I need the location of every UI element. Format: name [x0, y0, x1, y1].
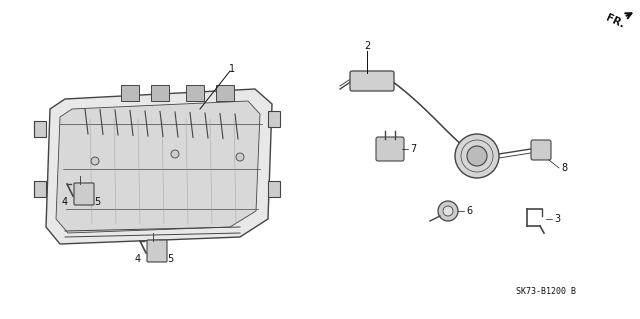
FancyBboxPatch shape [151, 85, 169, 101]
FancyBboxPatch shape [531, 140, 551, 160]
Text: 2: 2 [364, 41, 370, 51]
FancyBboxPatch shape [121, 85, 139, 101]
Text: 6: 6 [466, 206, 472, 216]
Text: 7: 7 [410, 144, 416, 154]
Polygon shape [268, 181, 280, 197]
Polygon shape [56, 101, 260, 233]
FancyBboxPatch shape [186, 85, 204, 101]
Text: 4: 4 [62, 197, 68, 207]
Text: 4: 4 [135, 254, 141, 264]
Circle shape [438, 201, 458, 221]
FancyBboxPatch shape [376, 137, 404, 161]
Circle shape [455, 134, 499, 178]
Circle shape [467, 146, 487, 166]
Text: 5: 5 [94, 197, 100, 207]
FancyBboxPatch shape [74, 183, 94, 205]
Circle shape [171, 150, 179, 158]
FancyBboxPatch shape [350, 71, 394, 91]
Polygon shape [34, 181, 46, 197]
Text: 3: 3 [554, 214, 560, 224]
Text: 5: 5 [167, 254, 173, 264]
Polygon shape [34, 121, 46, 137]
Text: SK73-B1200 B: SK73-B1200 B [516, 286, 576, 295]
Circle shape [443, 206, 453, 216]
Text: 1: 1 [229, 64, 235, 74]
Circle shape [236, 153, 244, 161]
Polygon shape [268, 111, 280, 127]
Circle shape [91, 157, 99, 165]
Polygon shape [46, 89, 272, 244]
Text: 8: 8 [561, 163, 567, 173]
FancyBboxPatch shape [147, 240, 167, 262]
Text: FR.: FR. [604, 12, 626, 30]
FancyBboxPatch shape [216, 85, 234, 101]
